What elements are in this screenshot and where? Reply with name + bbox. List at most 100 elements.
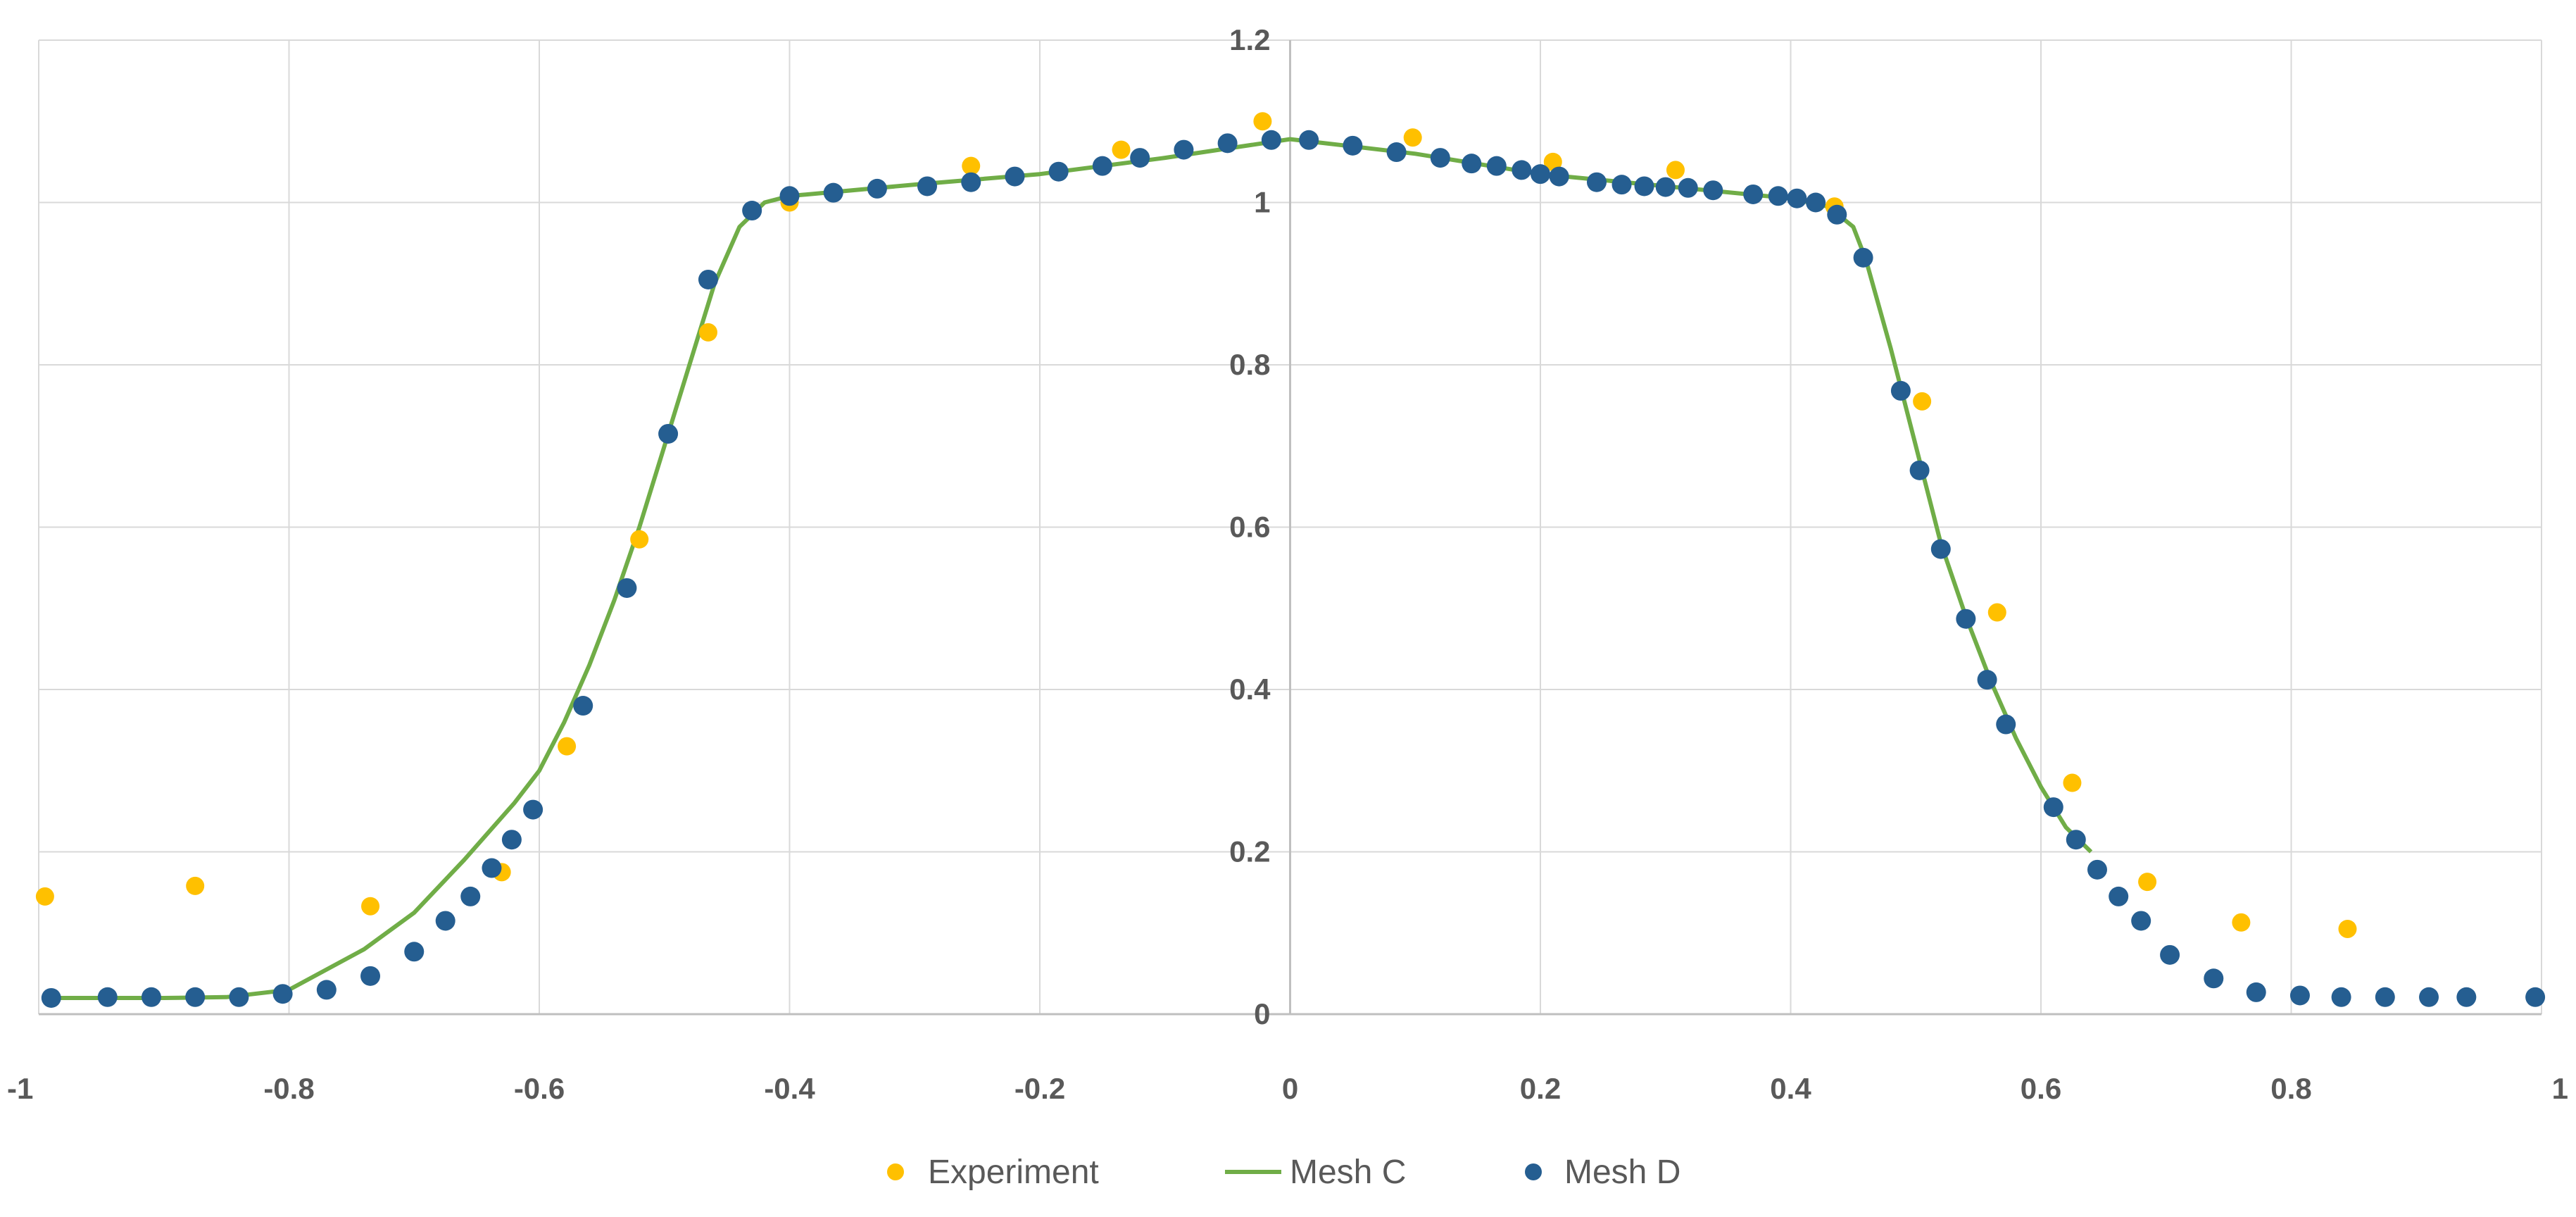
mesh-d-point	[1174, 139, 1194, 160]
experiment-point	[1987, 603, 2006, 622]
mesh-d-point	[2043, 797, 2063, 818]
experiment-point	[2063, 773, 2082, 792]
y-tick-label: 0.8	[1229, 348, 1270, 381]
legend-experiment-marker	[887, 1163, 904, 1180]
mesh-d-point	[823, 182, 843, 203]
mesh-d-point	[2066, 830, 2086, 850]
experiment-point	[2232, 913, 2251, 932]
experiment-point	[186, 876, 205, 895]
mesh-d-point	[1261, 130, 1281, 150]
x-tick-label: -0.4	[764, 1072, 815, 1105]
mesh-d-point	[435, 911, 455, 931]
mesh-d-point	[1806, 192, 1826, 213]
x-tick-label: 0.4	[1770, 1072, 1811, 1105]
mesh-d-point	[2525, 987, 2546, 1007]
mesh-d-point	[523, 799, 544, 820]
y-tick-label: 1.2	[1229, 23, 1270, 56]
legend: Experiment Mesh C Mesh D	[887, 1154, 1680, 1191]
mesh-d-point	[141, 987, 161, 1007]
mesh-d-point	[1977, 670, 1997, 690]
mesh-d-point	[2087, 859, 2107, 880]
mesh-d-point	[867, 178, 887, 199]
mesh-d-point	[917, 176, 938, 196]
mesh-d-point	[185, 987, 206, 1007]
series-mesh-d	[41, 130, 2546, 1008]
mesh-d-point	[1486, 156, 1507, 176]
mesh-d-point	[2419, 987, 2439, 1007]
y-tick-label: 0.4	[1229, 673, 1271, 706]
experiment-point	[1666, 161, 1685, 180]
experiment-point	[1913, 392, 1932, 411]
mesh-d-point	[2131, 911, 2151, 931]
legend-mesh-c-label: Mesh C	[1290, 1154, 1406, 1191]
mesh-d-point	[1343, 135, 1363, 156]
x-tick-label: -0.2	[1014, 1072, 1065, 1105]
legend-experiment-label: Experiment	[928, 1154, 1099, 1191]
experiment-point	[35, 887, 54, 906]
mesh-d-point	[501, 830, 522, 850]
mesh-d-point	[1531, 164, 1550, 185]
legend-mesh-d-marker	[1525, 1163, 1542, 1180]
mesh-d-point	[1853, 247, 1873, 268]
mesh-d-point	[1768, 186, 1788, 206]
experiment-point	[962, 156, 981, 175]
mesh-d-point	[2204, 968, 2224, 989]
mesh-d-point	[360, 966, 381, 986]
mesh-d-point	[1611, 175, 1632, 195]
mesh-d-point	[658, 423, 679, 444]
experiment-point	[361, 897, 380, 916]
mesh-d-point	[1655, 177, 1676, 197]
mesh-d-point	[698, 269, 718, 289]
x-tick-label: 0.8	[2270, 1072, 2311, 1105]
mesh-d-point	[1430, 148, 1450, 168]
y-tick-label: 0	[1254, 997, 1270, 1030]
mesh-d-point	[1512, 160, 1532, 180]
series-mesh-c	[51, 137, 2093, 1000]
mesh-d-point	[1787, 188, 1807, 208]
experiment-point	[558, 737, 577, 756]
mesh-d-point	[1586, 172, 1607, 192]
mesh-d-point	[1956, 608, 1976, 629]
mesh-d-point	[1634, 176, 1654, 196]
mesh-d-point	[1996, 714, 2016, 735]
experiment-point	[1112, 140, 1131, 159]
mesh-d-point	[1909, 460, 1930, 480]
mesh-d-point	[1005, 166, 1025, 187]
experiment-point	[2338, 919, 2357, 938]
mesh-d-point	[2456, 987, 2477, 1007]
axes	[39, 40, 2542, 1016]
mesh-d-point	[1743, 184, 1764, 204]
mesh-d-point	[2331, 987, 2351, 1007]
mesh-d-point	[2160, 944, 2180, 965]
mesh-d-point	[779, 186, 800, 206]
mesh-d-point	[1299, 130, 1319, 150]
experiment-point	[1403, 128, 1422, 147]
x-tick-label: 0.2	[1520, 1072, 1561, 1105]
experiment-point	[1253, 112, 1272, 131]
mesh-d-point	[1048, 161, 1069, 182]
mesh-d-point	[1678, 177, 1698, 198]
mesh-d-point	[272, 984, 293, 1004]
mesh-d-point	[1386, 142, 1407, 163]
experiment-point	[630, 530, 649, 549]
mesh-d-point	[1130, 148, 1150, 168]
mesh-c-line	[51, 137, 2093, 1000]
mesh-d-point	[97, 987, 118, 1007]
mesh-d-point	[316, 980, 337, 1000]
x-tick-label: -0.6	[514, 1072, 565, 1105]
y-tick-label: 0.6	[1229, 511, 1270, 544]
x-tick-label: -1	[7, 1072, 33, 1105]
mesh-d-point	[460, 886, 481, 906]
mesh-d-point	[2109, 886, 2129, 906]
mesh-d-point	[2289, 985, 2310, 1006]
y-tick-label: 1	[1254, 186, 1270, 219]
x-tick-label: 1	[2552, 1072, 2568, 1105]
mesh-d-point	[2375, 987, 2395, 1007]
mesh-d-point	[1703, 180, 1723, 201]
legend-mesh-d-label: Mesh D	[1564, 1154, 1680, 1191]
mesh-d-point	[1549, 166, 1569, 187]
y-tick-labels: 0 0.2 0.4 0.6 0.8 1 1.2	[1229, 23, 1271, 1030]
mesh-d-point	[1092, 156, 1112, 176]
